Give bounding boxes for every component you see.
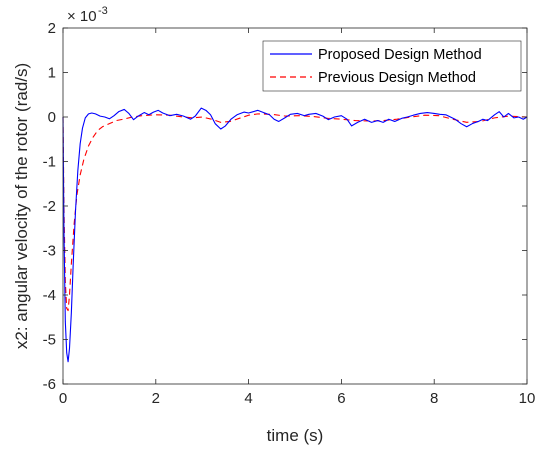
- y-tick-label: -5: [43, 332, 56, 349]
- x-axis-label: time (s): [267, 426, 324, 445]
- legend: Proposed Design Method Previous Design M…: [262, 40, 522, 92]
- y-exponent: × 10 -3: [67, 5, 108, 25]
- x-tick-label: 2: [152, 390, 160, 407]
- y-tick-label: 1: [48, 65, 56, 82]
- x-tick-label: 0: [59, 390, 67, 407]
- x-tick-label: 8: [430, 390, 438, 407]
- legend-label-previous: Previous Design Method: [318, 70, 476, 86]
- y-tick-label: -3: [43, 243, 56, 260]
- y-tick-label: 0: [48, 109, 56, 126]
- x-tick-label: 6: [337, 390, 345, 407]
- y-tick-label: -4: [43, 287, 56, 304]
- x-tick-label: 4: [244, 390, 252, 407]
- series-layer: [62, 107, 528, 363]
- y-tick-label: -1: [43, 154, 56, 171]
- y-tick-label: -6: [43, 376, 56, 393]
- y-tick-label: -2: [43, 198, 56, 215]
- series-line-proposed: [62, 107, 528, 363]
- legend-box: [262, 40, 522, 92]
- series-line-previous: [62, 113, 528, 312]
- y-exponent-base: × 10: [67, 8, 97, 25]
- x-tick-label: 10: [519, 390, 536, 407]
- y-axis-label: x2: angular velocity of the rotor (rad/s…: [12, 63, 31, 349]
- ticks-layer: 0 2 4 6 8 10 -6 -5 -4 -3 -2 -1 0 1 2: [43, 20, 536, 407]
- legend-label-proposed: Proposed Design Method: [318, 47, 482, 63]
- y-exponent-power: -3: [98, 5, 108, 17]
- y-tick-label: 2: [48, 20, 56, 37]
